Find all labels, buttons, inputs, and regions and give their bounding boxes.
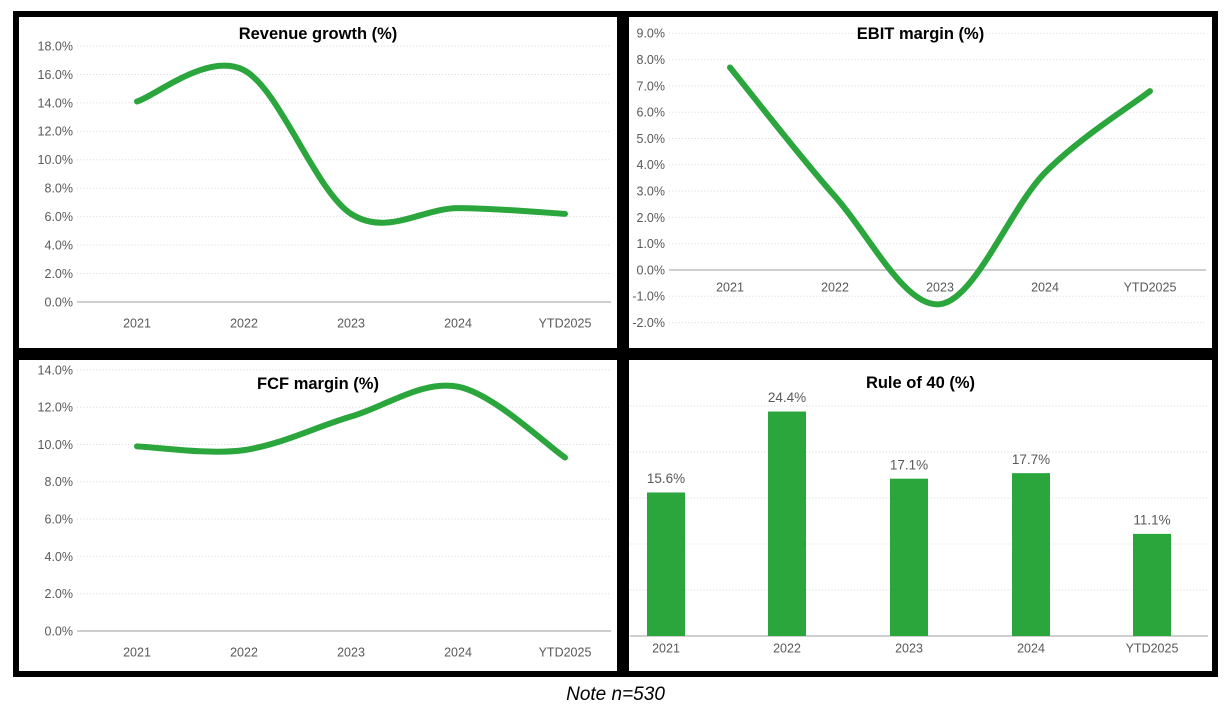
- y-axis-tick-label: 14.0%: [38, 96, 73, 110]
- chart-fcf-margin: 14.0% 12.0% 10.0% 8.0% 6.0% 4.0% 2.0% 0.0% 2021 2…: [19, 354, 623, 671]
- y-axis-tick-label: 12.0%: [38, 125, 73, 139]
- series-line: [134, 62, 568, 226]
- y-axis-tick-label: 10.0%: [38, 438, 73, 452]
- x-axis-category-label: 2021: [123, 645, 151, 659]
- y-axis-tick-label: 4.0%: [637, 158, 666, 172]
- y-axis-tick-label: 4.0%: [45, 238, 74, 252]
- gridlines: [669, 32, 1206, 324]
- y-axis-tick-label: 5.0%: [637, 132, 666, 146]
- y-axis-tick-label: 0.0%: [637, 263, 666, 277]
- chart-title: Revenue growth (%): [239, 25, 398, 43]
- bar-value-label: 17.1%: [890, 457, 928, 472]
- x-axis-category-label: 2022: [821, 280, 849, 294]
- x-axis-category-label: 2024: [1017, 641, 1045, 655]
- y-axis-tick-label: 14.0%: [38, 363, 73, 377]
- y-axis-tick-label: 18.0%: [38, 39, 73, 53]
- y-axis-tick-label: -2.0%: [632, 316, 665, 330]
- bar-value-label: 17.7%: [1012, 452, 1050, 467]
- x-axis-category-label: 2023: [337, 316, 365, 330]
- y-axis-tick-label: 1.0%: [637, 237, 666, 251]
- chart-canvas: 14.0% 12.0% 10.0% 8.0% 6.0% 4.0% 2.0% 0.0% 2021 2…: [38, 363, 611, 659]
- x-axis-category-label: 2022: [230, 645, 258, 659]
- y-axis-tick-label: 3.0%: [637, 184, 666, 198]
- bar-value-label: 15.6%: [647, 471, 685, 486]
- page-root: 18.0% 16.0% 14.0% 12.0% 10.0% 8.0% 6.0% 4.0% 2.0…: [0, 11, 1231, 706]
- y-axis-tick-label: 4.0%: [45, 550, 74, 564]
- x-axis-category-label: 2023: [337, 645, 365, 659]
- x-axis-category-label: 2024: [444, 645, 472, 659]
- x-axis-category-label: 2021: [716, 280, 744, 294]
- y-axis-tick-label: 2.0%: [637, 211, 666, 225]
- gridlines: [77, 369, 611, 632]
- y-axis-tick-label: 8.0%: [637, 53, 666, 67]
- chart-canvas: 9.0% 8.0% 7.0% 6.0% 5.0% 4.0% 3.0% 2.0% 1.0% 0.0%…: [632, 25, 1206, 330]
- y-axis-tick-label: 12.0%: [38, 401, 73, 415]
- y-axis-tick-label: 6.0%: [45, 512, 74, 526]
- y-axis-tick-label: 16.0%: [38, 68, 73, 82]
- y-axis-tick-label: 8.0%: [45, 182, 74, 196]
- x-axis-category-label: YTD2025: [539, 645, 592, 659]
- bar: [768, 411, 806, 636]
- x-axis-category-label: 2024: [1031, 280, 1059, 294]
- chart-title: FCF margin (%): [257, 375, 379, 393]
- y-axis-tick-label: 10.0%: [38, 153, 73, 167]
- chart-title: EBIT margin (%): [857, 25, 984, 43]
- y-axis-tick-label: 0.0%: [45, 295, 74, 309]
- y-axis-tick-label: 6.0%: [637, 106, 666, 120]
- y-axis-tick-label: -1.0%: [632, 290, 665, 304]
- x-axis-category-label: 2022: [230, 316, 258, 330]
- x-axis-category-label: 2024: [444, 316, 472, 330]
- y-axis-tick-label: 2.0%: [45, 587, 74, 601]
- chart-title: Rule of 40 (%): [866, 374, 975, 392]
- series-line: [727, 64, 1153, 308]
- bar: [890, 478, 928, 636]
- chart-ebit-margin: 9.0% 8.0% 7.0% 6.0% 5.0% 4.0% 3.0% 2.0% 1.0% 0.0%…: [623, 17, 1212, 354]
- y-axis-tick-label: 6.0%: [45, 210, 74, 224]
- chart-canvas: 18.0% 16.0% 14.0% 12.0% 10.0% 8.0% 6.0% 4.0% 2.0…: [38, 25, 611, 330]
- bar: [1012, 473, 1050, 636]
- x-axis-category-label: 2021: [123, 316, 151, 330]
- x-axis-category-label: YTD2025: [539, 316, 592, 330]
- x-axis-category-label: YTD2025: [1126, 641, 1179, 655]
- y-axis-tick-label: 8.0%: [45, 475, 74, 489]
- x-axis-category-label: 2022: [773, 641, 801, 655]
- footnote: Note n=530: [566, 684, 665, 705]
- bar-value-label: 11.1%: [1133, 513, 1170, 528]
- x-axis-category-label: YTD2025: [1124, 280, 1177, 294]
- x-axis-category-label: 2023: [895, 641, 923, 655]
- bar-value-label: 24.4%: [768, 390, 806, 405]
- x-axis-category-label: 2021: [652, 641, 680, 655]
- bar: [647, 492, 685, 636]
- chart-revenue-growth: 18.0% 16.0% 14.0% 12.0% 10.0% 8.0% 6.0% 4.0% 2.0…: [19, 17, 623, 354]
- chart-grid-frame: 18.0% 16.0% 14.0% 12.0% 10.0% 8.0% 6.0% 4.0% 2.0…: [13, 11, 1218, 677]
- y-axis-tick-label: 0.0%: [45, 624, 74, 638]
- y-axis-tick-label: 9.0%: [637, 27, 666, 41]
- series-line: [134, 382, 568, 461]
- x-axis-category-label: 2023: [926, 280, 954, 294]
- chart-rule-of-40: 15.6% 24.4% 17.1% 17.7% 11.1% 2021 2022 2023 202…: [623, 354, 1212, 671]
- chart-canvas: 15.6% 24.4% 17.1% 17.7% 11.1% 2021 2022 2023 202…: [630, 374, 1208, 655]
- y-axis-tick-label: 2.0%: [45, 267, 74, 281]
- y-axis-tick-label: 7.0%: [637, 79, 666, 93]
- bar: [1133, 533, 1171, 636]
- gridlines: [77, 45, 611, 303]
